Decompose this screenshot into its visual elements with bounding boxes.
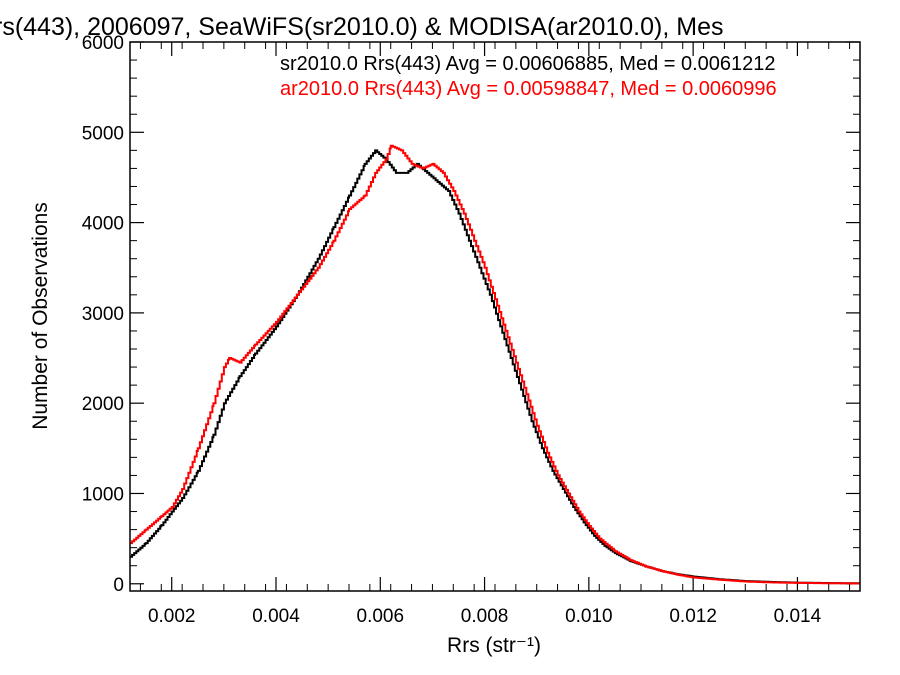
chart-title: rs(443), 2006097, SeaWiFS(sr2010.0) & MO… [0,13,723,41]
y-tick-label: 4000 [82,214,124,235]
y-tick-label: 6000 [82,33,124,54]
series-lines [130,144,860,585]
legend: sr2010.0 Rrs(443) Avg = 0.00606885, Med … [280,53,777,100]
plot-frame [129,41,861,592]
x-tick-label: 0.008 [461,606,509,627]
x-tick-label: 0.012 [669,606,717,627]
x-tick-label: 0.004 [252,606,300,627]
y-tick-label: 2000 [82,394,124,415]
y-tick-label: 0 [113,575,124,596]
x-tick-label: 0.006 [357,606,405,627]
series-line-sr2010 [130,149,860,585]
series-line-ar2010 [130,144,860,585]
legend-entry: ar2010.0 Rrs(443) Avg = 0.00598847, Med … [280,78,777,100]
y-tick-label: 1000 [82,484,124,505]
x-axis-label: Rrs (str⁻¹) [447,634,541,657]
x-tick-label: 0.010 [565,606,613,627]
y-tick-label: 5000 [82,123,124,144]
x-tick-label: 0.002 [148,606,196,627]
legend-entry: sr2010.0 Rrs(443) Avg = 0.00606885, Med … [280,53,776,75]
y-axis-label: Number of Observations [29,202,52,430]
y-tick-label: 3000 [82,304,124,325]
axis-ticks: 0.002 0.004 0.006 0.008 0.010 0.012 0.014 0 1000… [82,33,860,627]
x-tick-label: 0.014 [774,606,822,627]
